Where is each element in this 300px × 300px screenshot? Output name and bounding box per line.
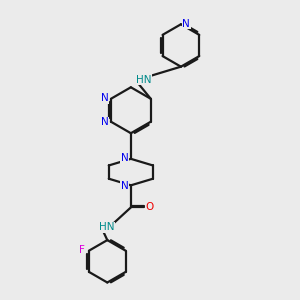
Text: N: N [100, 117, 108, 127]
Text: N: N [100, 93, 108, 103]
Text: N: N [121, 181, 128, 191]
Text: N: N [121, 153, 128, 163]
Text: HN: HN [99, 222, 115, 232]
Text: HN: HN [136, 75, 151, 85]
Text: F: F [79, 245, 85, 255]
Text: N: N [182, 19, 190, 29]
Text: O: O [146, 202, 154, 212]
